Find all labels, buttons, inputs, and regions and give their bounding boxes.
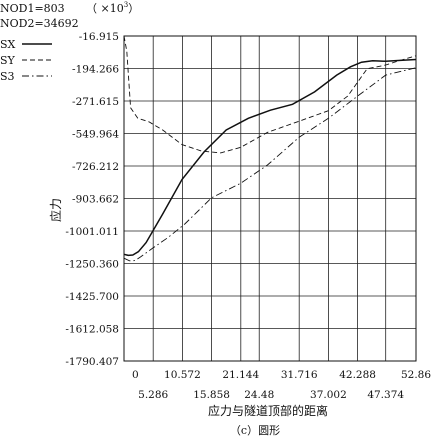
y-tick-label: -16.915 [79, 31, 119, 43]
y-tick-label: -271.615 [72, 96, 119, 108]
legend-label-sy: SY [0, 54, 16, 67]
legend: SX SY S3 [0, 38, 52, 83]
x-tick-label: 15.858 [193, 389, 230, 401]
y-tick-label: -903.662 [72, 194, 119, 206]
grid [123, 35, 417, 362]
figure-caption: （c）圆形 [230, 424, 280, 437]
y-tick-label: -1001.011 [65, 226, 119, 238]
x-tick-label: 31.716 [281, 369, 318, 381]
y-axis-label: 应力 [48, 198, 63, 222]
y-tick-label: -194.266 [72, 64, 119, 76]
x-tick-label: 21.144 [222, 369, 259, 381]
x-tick-label: 5.286 [138, 389, 168, 401]
series-line-sy [123, 35, 417, 154]
y-tick-label: -1425.700 [65, 291, 119, 303]
x-axis-label: 应力与隧道顶部的距离 [208, 403, 328, 418]
nod1-label: NOD1=803 [0, 2, 65, 15]
plot-frame [123, 35, 417, 362]
legend-label-sx: SX [0, 38, 16, 51]
y-tick-label: -726.212 [72, 161, 119, 173]
y-tick-label: -1250.360 [65, 259, 119, 271]
x-tick-label: 10.572 [164, 369, 201, 381]
x-tick-label: 52.86 [401, 369, 431, 381]
y-tick-label: -1790.407 [65, 356, 119, 368]
y-multiplier-label: （ ×103） [86, 1, 139, 15]
x-tick-label: 37.002 [310, 389, 347, 401]
x-tick-label: 24.48 [244, 389, 274, 401]
y-tick-label: -549.964 [72, 129, 119, 141]
legend-label-s3: S3 [0, 70, 15, 83]
series-line-s3 [123, 67, 417, 262]
x-tick-label: 0 [132, 369, 139, 381]
series-line-sx [123, 58, 417, 257]
x-tick-label: 47.374 [367, 389, 404, 401]
series-lines [123, 35, 417, 262]
x-tick-label: 42.288 [339, 369, 376, 381]
y-tick-label: -1612.058 [65, 324, 119, 336]
tick-labels: -16.915 -194.266 -271.615 -549.964 -726.212 -… [65, 31, 431, 401]
nod2-label: NOD2=34692 [0, 17, 79, 30]
